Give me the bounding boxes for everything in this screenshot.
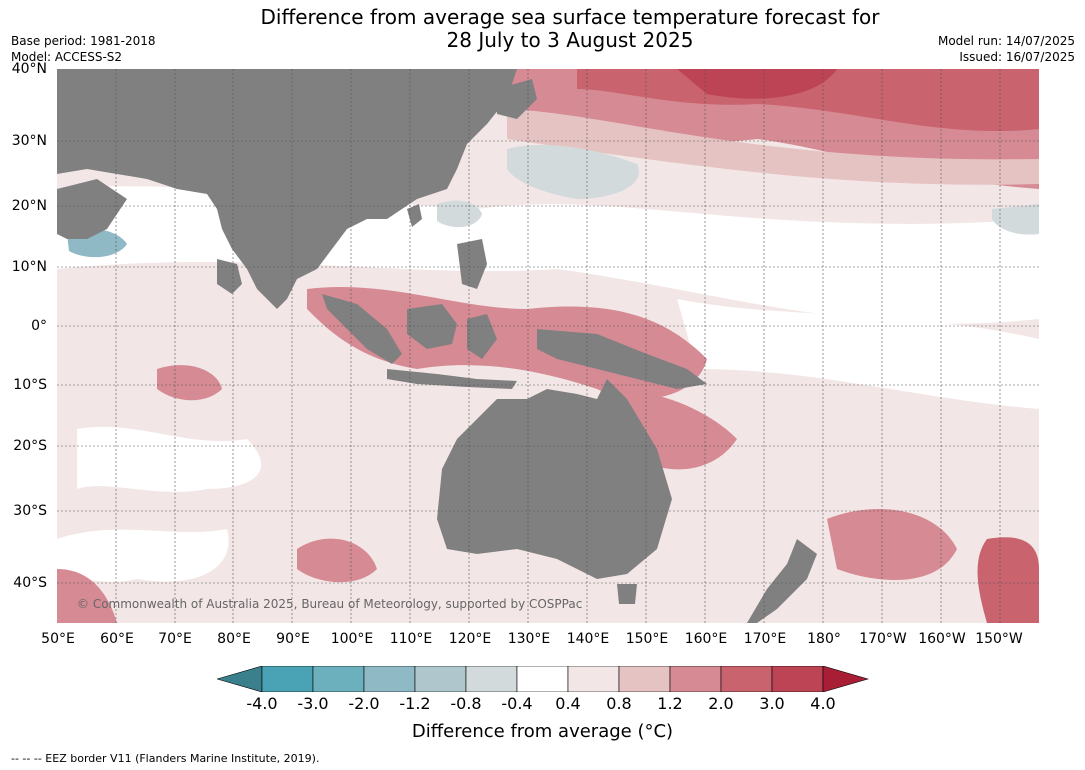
colorbar-segment [516, 666, 569, 692]
graticule [57, 69, 1039, 623]
lat-label: 30°N [11, 133, 47, 149]
arabia-landmass [57, 179, 127, 239]
map-title: Difference from average sea surface temp… [0, 6, 1085, 52]
title-line-2: 28 July to 3 August 2025 [446, 28, 694, 52]
sumatra-island [322, 294, 402, 364]
colorbar-tick: 3.0 [759, 694, 785, 713]
issued-date: Issued: 16/07/2025 [959, 50, 1075, 64]
very-strong-warm-north-pacific [677, 69, 837, 99]
eez-footnote: -- -- -- EEZ border V11 (Flanders Marine… [11, 752, 320, 765]
colorbar-tick: 2.0 [708, 694, 734, 713]
sst-anomaly-map: © Commonwealth of Australia 2025, Bureau… [57, 69, 1039, 623]
colorbar-segment [312, 666, 365, 692]
lon-label: 110°E [389, 631, 433, 647]
colorbar-label: Difference from average (°C) [411, 721, 674, 742]
cool-anomaly-philippine-sea [437, 200, 482, 228]
lat-label: 40°N [11, 61, 47, 77]
model-name: Model: ACCESS-S2 [11, 50, 123, 64]
colorbar-extend-high [822, 666, 869, 692]
lon-label: 60°E [100, 631, 134, 647]
colorbar-segment [363, 666, 416, 692]
lat-label: 0° [31, 318, 47, 334]
colorbar-tick: -3.0 [297, 694, 329, 713]
colorbar-tick: 0.4 [555, 694, 581, 713]
colorbar-segment [720, 666, 773, 692]
colorbar-tick: 4.0 [810, 694, 836, 713]
lon-label: 80°E [217, 631, 251, 647]
title-line-1: Difference from average sea surface temp… [260, 5, 880, 29]
lon-label: 170°E [743, 631, 787, 647]
cool-anomaly-east [992, 204, 1039, 235]
lon-label: 120°E [448, 631, 492, 647]
sulawesi-island [467, 314, 497, 359]
japan-island [497, 79, 537, 119]
lon-label: 170°W [859, 631, 907, 647]
lon-label: 50°E [41, 631, 75, 647]
colorbar-segment [261, 666, 314, 692]
lat-label: 20°S [13, 438, 47, 454]
lon-label: 180° [807, 631, 841, 647]
colorbar-tick: 0.8 [606, 694, 632, 713]
lon-label: 90°E [276, 631, 310, 647]
lat-label: 20°N [11, 198, 47, 214]
colorbar-segment [567, 666, 620, 692]
java-lesser-sunda-islands [387, 369, 517, 389]
lon-label: 150°W [975, 631, 1023, 647]
taiwan-island [407, 204, 422, 227]
moderate-warm-band [507, 109, 1039, 185]
base-period: Base period: 1981-2018 [11, 34, 156, 48]
meta-left: Base period: 1981-2018 Model: ACCESS-S2 [11, 33, 156, 65]
colorbar-segment [771, 666, 824, 692]
tasmania-island [617, 584, 637, 604]
sri-lanka-island [217, 259, 242, 294]
near-normal-patch-1 [77, 426, 262, 492]
warm-anomaly-south-west [57, 569, 117, 623]
lat-label: 10°N [11, 259, 47, 275]
warm-anomaly-indian-ocean-2 [297, 538, 377, 583]
lon-label: 140°E [566, 631, 610, 647]
lon-label: 160°E [684, 631, 728, 647]
lat-label: 10°S [13, 377, 47, 393]
new-zealand-islands [747, 539, 817, 623]
colorbar [217, 666, 869, 692]
near-normal-band-east [677, 299, 1039, 409]
colorbar-segments [217, 666, 869, 692]
colorbar-tick: -2.0 [348, 694, 380, 713]
colorbar-tick: 1.2 [657, 694, 683, 713]
map-canvas [57, 69, 1039, 623]
model-run: Model run: 14/07/2025 [937, 34, 1075, 48]
cool-anomaly-west-pacific [507, 144, 639, 199]
asia-landmass [57, 69, 517, 309]
warm-anomaly-south-east [977, 537, 1039, 623]
colorbar-segment [618, 666, 671, 692]
strong-warm-north-pacific [577, 69, 1039, 132]
lon-label: 70°E [158, 631, 192, 647]
near-normal-patch-2 [57, 529, 229, 582]
philippines-islands [457, 239, 487, 289]
meta-right: Model run: 14/07/2025 Issued: 16/07/2025 [938, 33, 1075, 65]
lon-label: 150°E [625, 631, 669, 647]
warm-anomaly-indian-ocean-1 [157, 365, 222, 401]
new-guinea-island [537, 329, 707, 389]
colorbar-tick: -4.0 [246, 694, 278, 713]
colorbar-extend-low [217, 666, 263, 692]
lat-label: 30°S [13, 503, 47, 519]
lon-label: 130°E [507, 631, 551, 647]
colorbar-segment [414, 666, 467, 692]
warm-anomaly-tasman [827, 509, 957, 581]
colorbar-segment [669, 666, 722, 692]
colorbar-segment [465, 666, 518, 692]
lon-label: 160°W [918, 631, 966, 647]
colorbar-tick: -0.4 [501, 694, 533, 713]
lat-label: 40°S [13, 575, 47, 591]
borneo-island [407, 304, 457, 349]
lon-label: 100°E [330, 631, 374, 647]
colorbar-tick: -0.8 [450, 694, 482, 713]
land-masses [57, 69, 817, 623]
colorbar-tick: -1.2 [399, 694, 431, 713]
copyright-notice: © Commonwealth of Australia 2025, Bureau… [77, 597, 583, 611]
australia-landmass [437, 379, 672, 579]
